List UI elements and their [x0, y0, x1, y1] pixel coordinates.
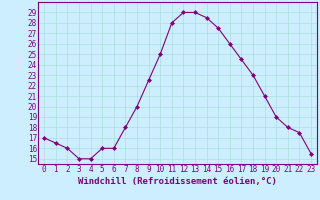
X-axis label: Windchill (Refroidissement éolien,°C): Windchill (Refroidissement éolien,°C) — [78, 177, 277, 186]
